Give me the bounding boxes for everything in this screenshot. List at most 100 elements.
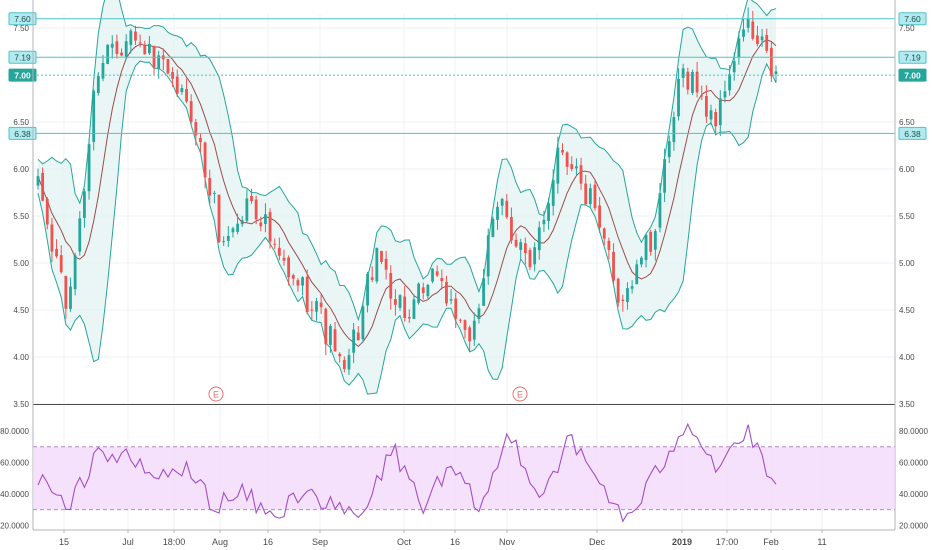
candle-body bbox=[45, 198, 49, 225]
candle-body bbox=[245, 198, 249, 221]
candle-body bbox=[542, 219, 546, 225]
time-tick-label: Oct bbox=[397, 537, 412, 547]
candle-body bbox=[370, 277, 374, 280]
earnings-circle bbox=[208, 386, 224, 402]
candle-body bbox=[704, 96, 708, 117]
rsi-pane[interactable] bbox=[33, 422, 895, 523]
candle-body bbox=[73, 255, 77, 290]
candle-body bbox=[612, 251, 615, 281]
candle-body bbox=[134, 31, 137, 41]
candle-body bbox=[519, 242, 523, 250]
candle-body bbox=[254, 199, 258, 220]
candle-body bbox=[477, 308, 481, 319]
candle-body bbox=[59, 255, 63, 273]
candle-body bbox=[147, 43, 151, 54]
candle-body bbox=[338, 353, 342, 357]
candle-body bbox=[742, 29, 745, 37]
candle-body bbox=[431, 268, 434, 282]
candle-body bbox=[64, 276, 68, 309]
candle-body bbox=[83, 191, 86, 218]
candle-body bbox=[50, 224, 54, 252]
price-levels: 7.60 7.60 7.19 7.19 7.00 7.00 6.38 6.38 bbox=[8, 12, 927, 140]
price-tick-right: 4.50 bbox=[899, 306, 915, 315]
candle-body bbox=[756, 35, 759, 44]
candle-body bbox=[644, 235, 648, 260]
candle-body bbox=[380, 250, 383, 262]
candle-body bbox=[621, 299, 625, 302]
candle-body bbox=[681, 68, 685, 78]
candle-body bbox=[324, 308, 328, 345]
earnings-marker[interactable]: E bbox=[512, 386, 528, 402]
bollinger-basis bbox=[37, 39, 777, 348]
candle-body bbox=[709, 110, 713, 120]
candle-body bbox=[593, 184, 597, 209]
price-tick-left: 3.50 bbox=[13, 400, 29, 409]
rsi-tick-left: 40.0000 bbox=[0, 490, 29, 499]
candle-body bbox=[505, 200, 509, 218]
candle-body bbox=[175, 76, 179, 94]
time-tick-label: Feb bbox=[763, 537, 779, 547]
candle-body bbox=[143, 45, 147, 55]
candle-body bbox=[635, 264, 639, 285]
candle-body bbox=[482, 278, 485, 306]
time-tick-label: 16 bbox=[263, 537, 273, 547]
candle-body bbox=[259, 222, 263, 227]
candlesticks[interactable] bbox=[36, 7, 778, 376]
candle-body bbox=[440, 277, 444, 282]
candle-body bbox=[732, 61, 736, 73]
candle-body bbox=[222, 241, 226, 243]
candle-body bbox=[296, 280, 300, 286]
candle-body bbox=[41, 172, 45, 201]
candle-body bbox=[561, 149, 564, 153]
candle-body bbox=[496, 206, 499, 220]
candle-body bbox=[565, 152, 569, 167]
price-tick-left: 7.50 bbox=[13, 24, 29, 33]
candle-body bbox=[486, 235, 490, 277]
candle-body bbox=[310, 309, 314, 311]
candle-body bbox=[277, 247, 281, 256]
price-level-label: 6.38 bbox=[14, 129, 31, 139]
earnings-marker[interactable]: E bbox=[208, 386, 224, 402]
candle-body bbox=[718, 98, 722, 126]
candle-body bbox=[403, 296, 407, 318]
price-tick-left: 4.50 bbox=[13, 306, 29, 315]
candle-body bbox=[677, 78, 680, 117]
candle-body bbox=[533, 247, 537, 265]
candle-body bbox=[287, 257, 291, 278]
candle-body bbox=[203, 142, 207, 178]
candle-body bbox=[120, 52, 123, 56]
candle-body bbox=[194, 122, 198, 136]
candle-body bbox=[240, 220, 244, 225]
candle-body bbox=[649, 231, 653, 252]
price-level-label: 7.60 bbox=[14, 14, 31, 24]
candle-body bbox=[398, 295, 402, 308]
price-tick-left: 5.00 bbox=[13, 259, 29, 268]
price-level-label: 7.60 bbox=[904, 14, 921, 24]
candle-body bbox=[55, 248, 58, 257]
time-tick-label: 17:00 bbox=[716, 537, 739, 547]
candle-body bbox=[626, 288, 629, 303]
candle-body bbox=[695, 71, 699, 93]
candle-body bbox=[588, 188, 592, 205]
candle-body bbox=[268, 212, 272, 242]
price-tick-right: 5.00 bbox=[899, 259, 915, 268]
candle-body bbox=[384, 258, 388, 270]
price-level-badge bbox=[898, 126, 927, 140]
candle-body bbox=[361, 306, 365, 340]
price-tick-right: 7.50 bbox=[899, 24, 915, 33]
bollinger-bands bbox=[37, 0, 777, 395]
candle-body bbox=[264, 214, 267, 224]
candle-body bbox=[189, 101, 193, 122]
candle-body bbox=[342, 360, 346, 370]
candle-body bbox=[700, 95, 704, 97]
time-tick-label: Aug bbox=[212, 537, 228, 547]
candle-body bbox=[547, 203, 550, 221]
candle-body bbox=[375, 247, 379, 282]
candle-body bbox=[96, 75, 100, 94]
candle-body bbox=[305, 276, 309, 313]
price-level-label: 6.38 bbox=[904, 129, 921, 139]
candle-body bbox=[663, 159, 667, 193]
